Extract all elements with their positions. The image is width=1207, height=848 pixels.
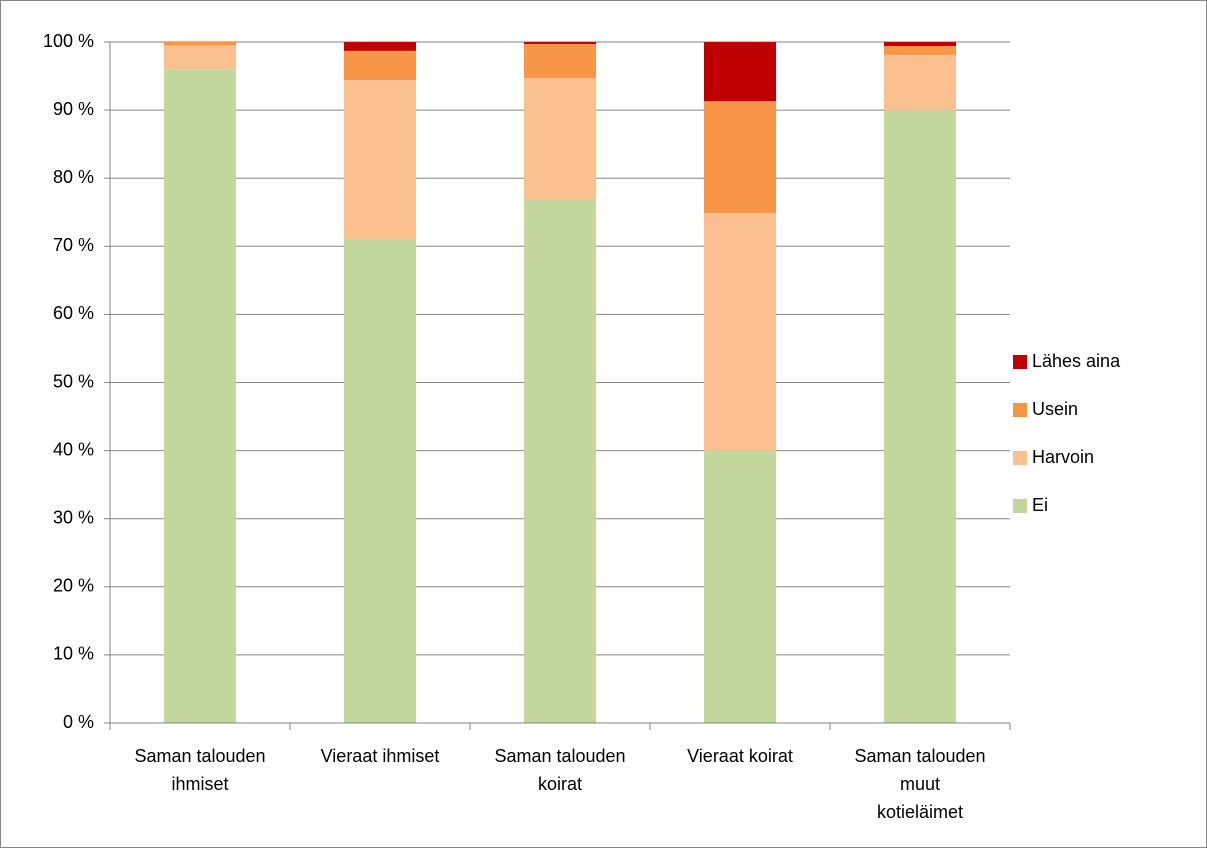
y-tick-label: 40 %	[53, 439, 94, 459]
bar-segment	[884, 54, 956, 111]
bar-segment	[704, 101, 776, 213]
bar-segment	[524, 44, 596, 79]
bar-segment	[884, 110, 956, 724]
bar-segment	[164, 42, 236, 46]
y-tick-label: 60 %	[53, 303, 94, 323]
legend-label: Lähes aina	[1032, 351, 1121, 371]
x-tick-label: Saman talouden muut kotieläimet	[854, 746, 985, 822]
bar-segment	[344, 50, 416, 81]
x-tick-label: Saman talouden koirat	[494, 746, 625, 794]
y-tick-label: 30 %	[53, 507, 94, 527]
bar-segment	[344, 42, 416, 51]
legend-label: Ei	[1032, 495, 1048, 515]
legend-label: Harvoin	[1032, 447, 1094, 467]
y-tick-label: 10 %	[53, 644, 94, 664]
bar-segment	[884, 42, 956, 47]
x-tick-label: Vieraat koirat	[687, 746, 793, 766]
bar-segment	[344, 239, 416, 724]
x-tick-label: Saman talouden ihmiset	[134, 746, 265, 794]
y-tick-label: 70 %	[53, 235, 94, 255]
y-tick-label: 50 %	[53, 371, 94, 391]
bar-segment	[704, 450, 776, 723]
legend-label: Usein	[1032, 399, 1078, 419]
legend-swatch	[1013, 355, 1027, 369]
bar-segment	[704, 42, 776, 102]
legend-swatch	[1013, 451, 1027, 465]
bar-segment	[164, 45, 236, 70]
bar-segment	[524, 78, 596, 200]
y-tick-label: 0 %	[63, 712, 94, 732]
y-tick-label: 80 %	[53, 167, 94, 187]
bar-segment	[344, 80, 416, 240]
bar-segment	[524, 199, 596, 723]
y-tick-label: 20 %	[53, 576, 94, 596]
y-tick-label: 90 %	[53, 99, 94, 119]
bar-segment	[704, 212, 776, 451]
legend-swatch	[1013, 403, 1027, 417]
y-tick-label: 100 %	[43, 31, 94, 51]
x-tick-label: Vieraat ihmiset	[321, 746, 440, 766]
bar-segment	[164, 69, 236, 724]
legend-swatch	[1013, 499, 1027, 513]
bar-segment	[884, 46, 956, 55]
bar-segment	[524, 42, 596, 45]
